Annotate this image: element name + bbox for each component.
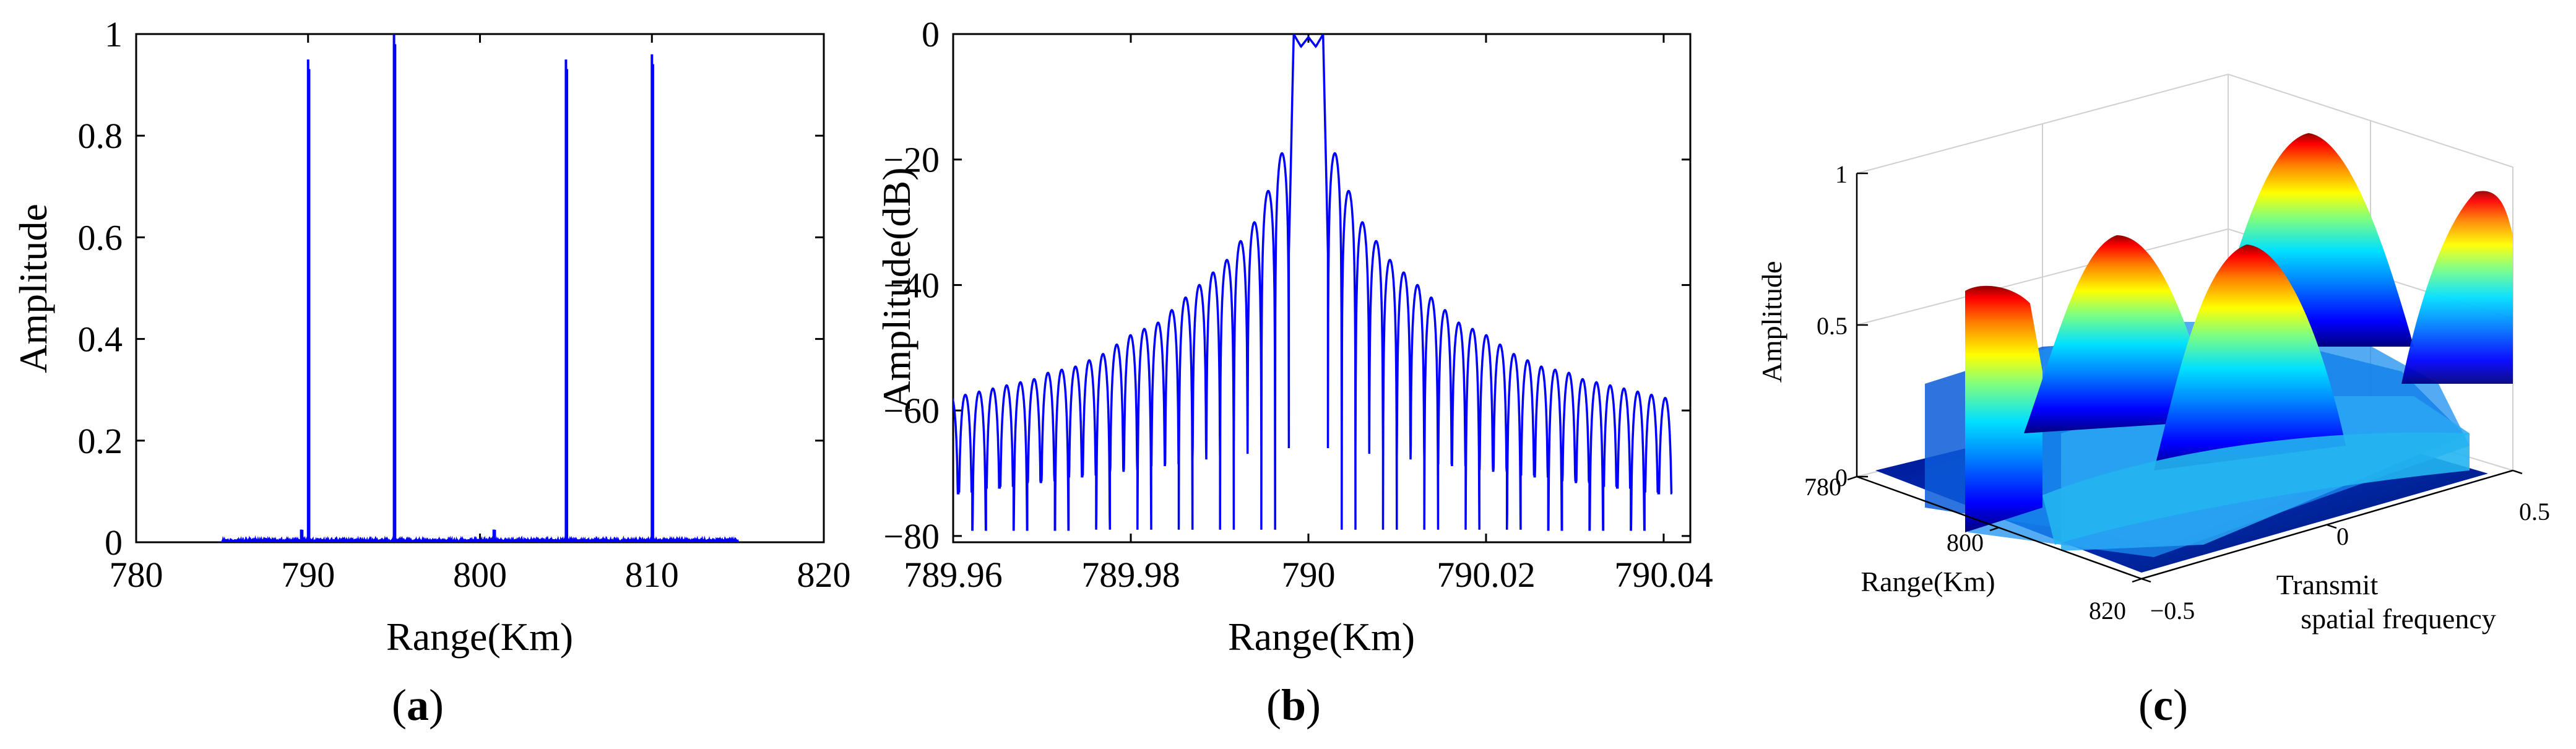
panel-c-peak-left <box>2024 235 2216 433</box>
b-x-tick-label: 789.98 <box>1081 555 1180 595</box>
panel-c-z-axis-label: Amplitude <box>1756 261 1787 383</box>
b-x-tick-label: 789.96 <box>904 555 1003 595</box>
a-y-tick-label: 0 <box>105 522 123 563</box>
panel-c: 0 0.5 1 780 800 820 −0.5 0 0.5 Amplitude… <box>1756 73 2550 730</box>
panel-c-left-sheet <box>1965 285 2042 532</box>
panel-c-sf-axis-label-line1: Transmit <box>2276 569 2379 600</box>
a-y-tick-label: 0.2 <box>78 421 123 461</box>
panel-c-peak-front <box>2154 245 2346 470</box>
panel-c-peak-right <box>2401 191 2513 384</box>
a-y-tick-label: 0.6 <box>78 217 123 258</box>
panel-c-caption-letter: c <box>2153 680 2173 730</box>
panel-c-z-tick-0: 0 <box>1835 464 1848 491</box>
b-y-tick-label: −40 <box>883 265 940 305</box>
panel-a-caption: (a) <box>392 680 444 730</box>
a-x-tick-label: 820 <box>797 555 851 595</box>
panel-c-range-tick-0: 780 <box>1804 473 1841 501</box>
panel-b-x-tick-labels: 789.96 789.98 790 790.02 790.04 <box>904 555 1713 595</box>
panel-b-axes-box <box>952 33 1692 543</box>
a-x-tick-label: 800 <box>453 555 507 595</box>
b-y-tick-label: −20 <box>883 140 940 180</box>
panel-c-z-tick-2: 1 <box>1835 160 1848 188</box>
panel-a-ticks <box>135 33 825 543</box>
panel-b-x-axis-label: Range(Km) <box>1228 615 1415 659</box>
panel-c-tick-marks <box>1847 172 2523 583</box>
b-x-tick-label: 790.04 <box>1614 555 1713 595</box>
a-x-tick-label: 780 <box>110 555 163 595</box>
a-y-tick-label: 1 <box>105 14 123 54</box>
b-x-tick-label: 790 <box>1281 555 1335 595</box>
panel-c-range-tick-2: 820 <box>2089 597 2126 625</box>
a-x-tick-label: 790 <box>281 555 335 595</box>
panel-c-range-tick-1: 800 <box>1947 529 1984 556</box>
panel-b-caption-letter: b <box>1281 680 1306 730</box>
panel-c-front-skirt <box>2042 432 2470 545</box>
panel-c-sf-tick-1: 0 <box>2336 522 2349 550</box>
panel-b-y-axis-label: Amplitude(dB) <box>875 167 918 409</box>
b-y-tick-label: −80 <box>883 516 940 556</box>
panel-a-y-tick-labels: 0 0.2 0.4 0.6 0.8 1 <box>78 14 123 563</box>
panel-c-sf-axis-label-line2: spatial frequency <box>2301 603 2496 634</box>
panel-a-series-line <box>221 34 740 542</box>
b-x-tick-label: 790.02 <box>1437 555 1536 595</box>
panel-b-caption: (b) <box>1266 680 1321 730</box>
panel-c-caption: (c) <box>2138 680 2188 730</box>
a-y-tick-label: 0.4 <box>78 319 123 360</box>
panel-a-axes-box <box>135 33 825 543</box>
panel-b-series-line <box>953 34 1673 531</box>
panel-c-sf-tick-2: 0.5 <box>2519 498 2550 526</box>
panel-c-range-axis-label: Range(Km) <box>1861 566 1995 597</box>
panel-c-z-tick-1: 0.5 <box>1817 312 1848 340</box>
a-x-tick-label: 810 <box>625 555 679 595</box>
panel-a-y-axis-label: Amplitude <box>11 204 55 373</box>
panel-a: 780 790 800 810 820 0 0.2 0.4 0.6 0.8 1 Range(Km)… <box>11 14 851 730</box>
a-y-tick-label: 0.8 <box>78 116 123 156</box>
panel-c-sf-tick-0: −0.5 <box>2150 597 2195 625</box>
panel-b: 789.96 789.98 790 790.02 790.04 0 −20 −40 −60 −8… <box>875 14 1713 730</box>
panel-b-y-tick-labels: 0 −20 −40 −60 −80 <box>883 14 940 556</box>
panel-a-x-tick-labels: 780 790 800 810 820 <box>110 555 851 595</box>
panel-a-x-axis-label: Range(Km) <box>386 615 573 659</box>
panel-a-caption-letter: a <box>407 680 429 730</box>
b-y-tick-label: 0 <box>922 14 940 54</box>
b-y-tick-label: −60 <box>883 391 940 431</box>
